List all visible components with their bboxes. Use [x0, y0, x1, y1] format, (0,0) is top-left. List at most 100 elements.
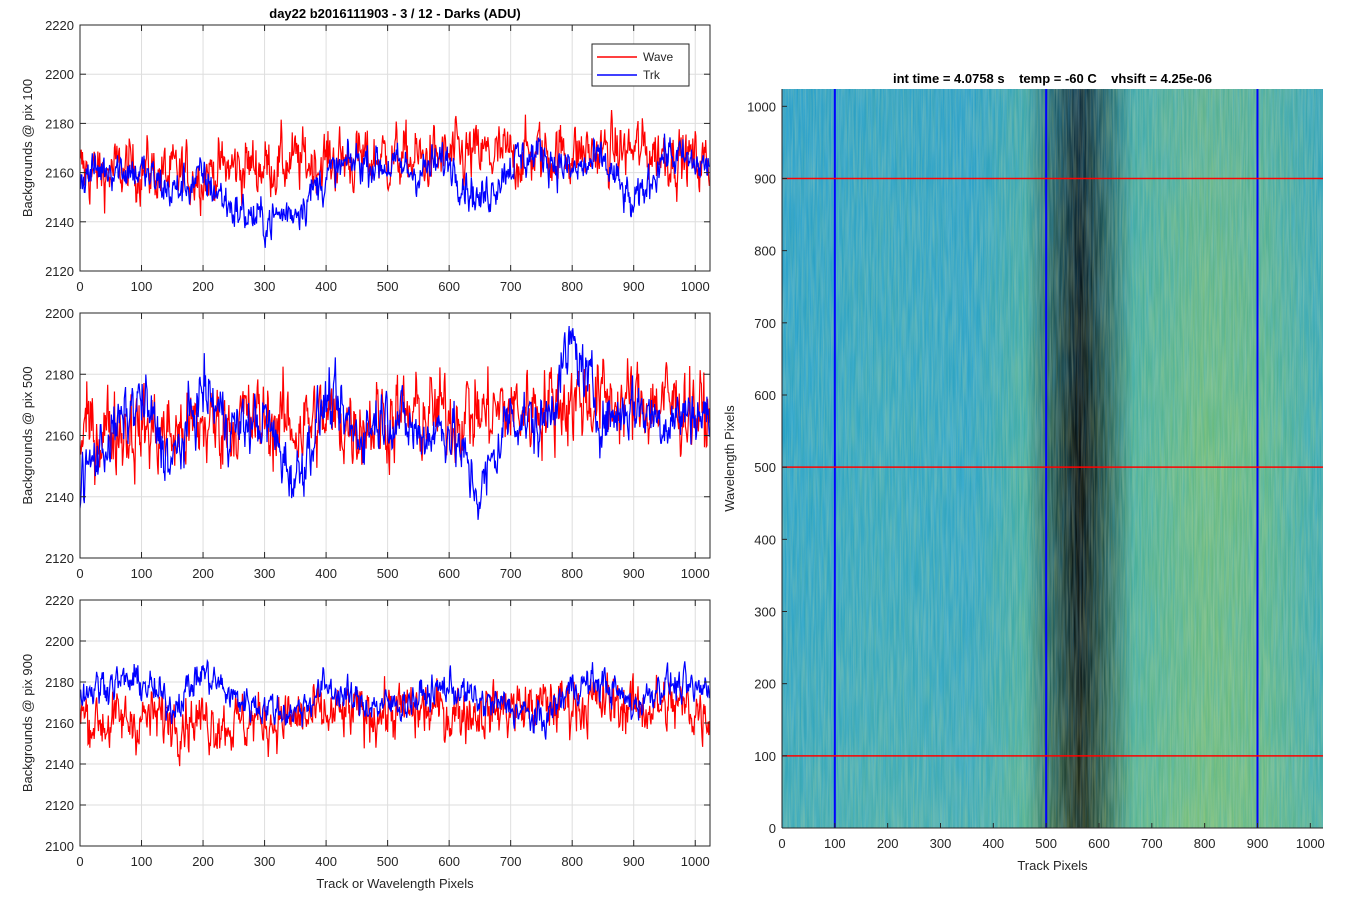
y-tick-label: 2120 — [45, 798, 74, 813]
y-tick-label: 2160 — [45, 429, 74, 444]
x-tick-label: 900 — [623, 854, 645, 869]
y-axis-label: Backgrounds @ pix 900 — [20, 654, 35, 792]
y-tick-label: 500 — [754, 460, 776, 475]
x-tick-label: 100 — [824, 836, 846, 851]
y-tick-label: 2160 — [45, 166, 74, 181]
x-tick-label: 900 — [1247, 836, 1269, 851]
x-axis-label: Track Pixels — [1017, 858, 1088, 873]
x-tick-label: 900 — [623, 566, 645, 581]
y-tick-label: 2200 — [45, 634, 74, 649]
y-tick-label: 2220 — [45, 18, 74, 33]
x-axis-label: Track or Wavelength Pixels — [316, 876, 474, 891]
y-tick-label: 2160 — [45, 716, 74, 731]
series-trk-line — [80, 326, 710, 520]
x-tick-label: 300 — [254, 566, 276, 581]
x-tick-label: 800 — [1194, 836, 1216, 851]
x-tick-label: 500 — [377, 566, 399, 581]
y-tick-label: 2140 — [45, 490, 74, 505]
x-tick-label: 700 — [500, 279, 522, 294]
y-tick-label: 100 — [754, 749, 776, 764]
x-tick-label: 500 — [377, 279, 399, 294]
y-axis-label: Wavelength Pixels — [722, 405, 737, 512]
heatmap-plot: 0 100 200 300 400 500 600 700 800 900 1000 0 100 200 3… — [722, 71, 1325, 873]
x-tick-label: 800 — [561, 854, 583, 869]
y-tick-label: 2220 — [45, 593, 74, 608]
line-plot-3: 0 100 200 300 400 500 600 700 800 900 1000 2100 2120… — [20, 593, 711, 891]
series-wave-line — [80, 358, 710, 485]
series-trk-line — [80, 658, 710, 740]
x-tick-label: 0 — [778, 836, 785, 851]
series-group — [80, 326, 710, 520]
x-tick-label: 200 — [192, 279, 214, 294]
x-tick-label: 700 — [500, 566, 522, 581]
x-tick-label: 500 — [377, 854, 399, 869]
y-tick-label: 900 — [754, 171, 776, 186]
y-tick-label: 2120 — [45, 264, 74, 279]
y-tick-label: 1000 — [747, 99, 776, 114]
x-tick-label: 100 — [131, 279, 153, 294]
x-tick-label: 1000 — [1296, 836, 1325, 851]
line-plot-2: 0 100 200 300 400 500 600 700 800 900 1000 2120 2140… — [20, 306, 711, 581]
x-tick-label: 0 — [76, 279, 83, 294]
y-axis-label: Backgrounds @ pix 100 — [20, 79, 35, 217]
x-tick-label: 700 — [500, 854, 522, 869]
series-wave-line — [80, 109, 710, 216]
legend: Wave Trk — [591, 43, 690, 87]
x-tick-label: 600 — [438, 566, 460, 581]
legend-label-trk: Trk — [643, 68, 661, 82]
line-plot-1: 0 100 200 300 400 500 600 700 800 900 1000 2120 2140… — [20, 6, 711, 294]
y-axis-label: Backgrounds @ pix 500 — [20, 366, 35, 504]
y-tick-label: 2120 — [45, 551, 74, 566]
y-tick-label: 2200 — [45, 67, 74, 82]
x-tick-label: 600 — [438, 854, 460, 869]
y-tick-label: 300 — [754, 604, 776, 619]
axes-frame — [79, 24, 711, 272]
x-tick-label: 400 — [982, 836, 1004, 851]
x-tick-label: 200 — [192, 854, 214, 869]
x-tick-label: 800 — [561, 566, 583, 581]
x-tick-label: 300 — [254, 279, 276, 294]
x-tick-label: 600 — [438, 279, 460, 294]
y-tick-label: 2100 — [45, 839, 74, 854]
y-tick-label: 800 — [754, 244, 776, 259]
y-tick-label: 0 — [769, 821, 776, 836]
y-tick-label: 400 — [754, 532, 776, 547]
x-tick-label: 900 — [623, 279, 645, 294]
x-tick-label: 400 — [315, 566, 337, 581]
chart-title: int time = 4.0758 s temp = -60 C vhsift … — [893, 71, 1212, 86]
x-tick-label: 200 — [192, 566, 214, 581]
x-tick-label: 0 — [76, 854, 83, 869]
x-tick-label: 1000 — [681, 566, 710, 581]
series-wave-line — [80, 672, 710, 767]
legend-label-wave: Wave — [643, 50, 674, 64]
x-tick-label: 400 — [315, 279, 337, 294]
y-tick-label: 2180 — [45, 116, 74, 131]
x-tick-label: 400 — [315, 854, 337, 869]
y-tick-label: 2140 — [45, 757, 74, 772]
y-tick-label: 2180 — [45, 367, 74, 382]
x-tick-label: 300 — [930, 836, 952, 851]
x-tick-label: 500 — [1035, 836, 1057, 851]
x-tick-label: 200 — [877, 836, 899, 851]
y-tick-label: 2140 — [45, 215, 74, 230]
x-tick-label: 300 — [254, 854, 276, 869]
y-tick-label: 600 — [754, 388, 776, 403]
x-tick-label: 0 — [76, 566, 83, 581]
x-tick-label: 100 — [131, 566, 153, 581]
series-group — [80, 658, 710, 767]
y-tick-label: 700 — [754, 316, 776, 331]
heatmap-texture — [782, 89, 1323, 828]
series-group — [80, 109, 710, 248]
y-tick-label: 2180 — [45, 675, 74, 690]
x-tick-label: 100 — [131, 854, 153, 869]
y-tick-label: 2200 — [45, 306, 74, 321]
x-tick-label: 700 — [1141, 836, 1163, 851]
series-trk-line — [80, 133, 710, 248]
legend-box — [591, 43, 690, 87]
x-tick-label: 1000 — [681, 854, 710, 869]
x-tick-label: 1000 — [681, 279, 710, 294]
y-tick-label: 200 — [754, 677, 776, 692]
chart-title: day22 b2016111903 - 3 / 12 - Darks (ADU) — [269, 6, 520, 21]
